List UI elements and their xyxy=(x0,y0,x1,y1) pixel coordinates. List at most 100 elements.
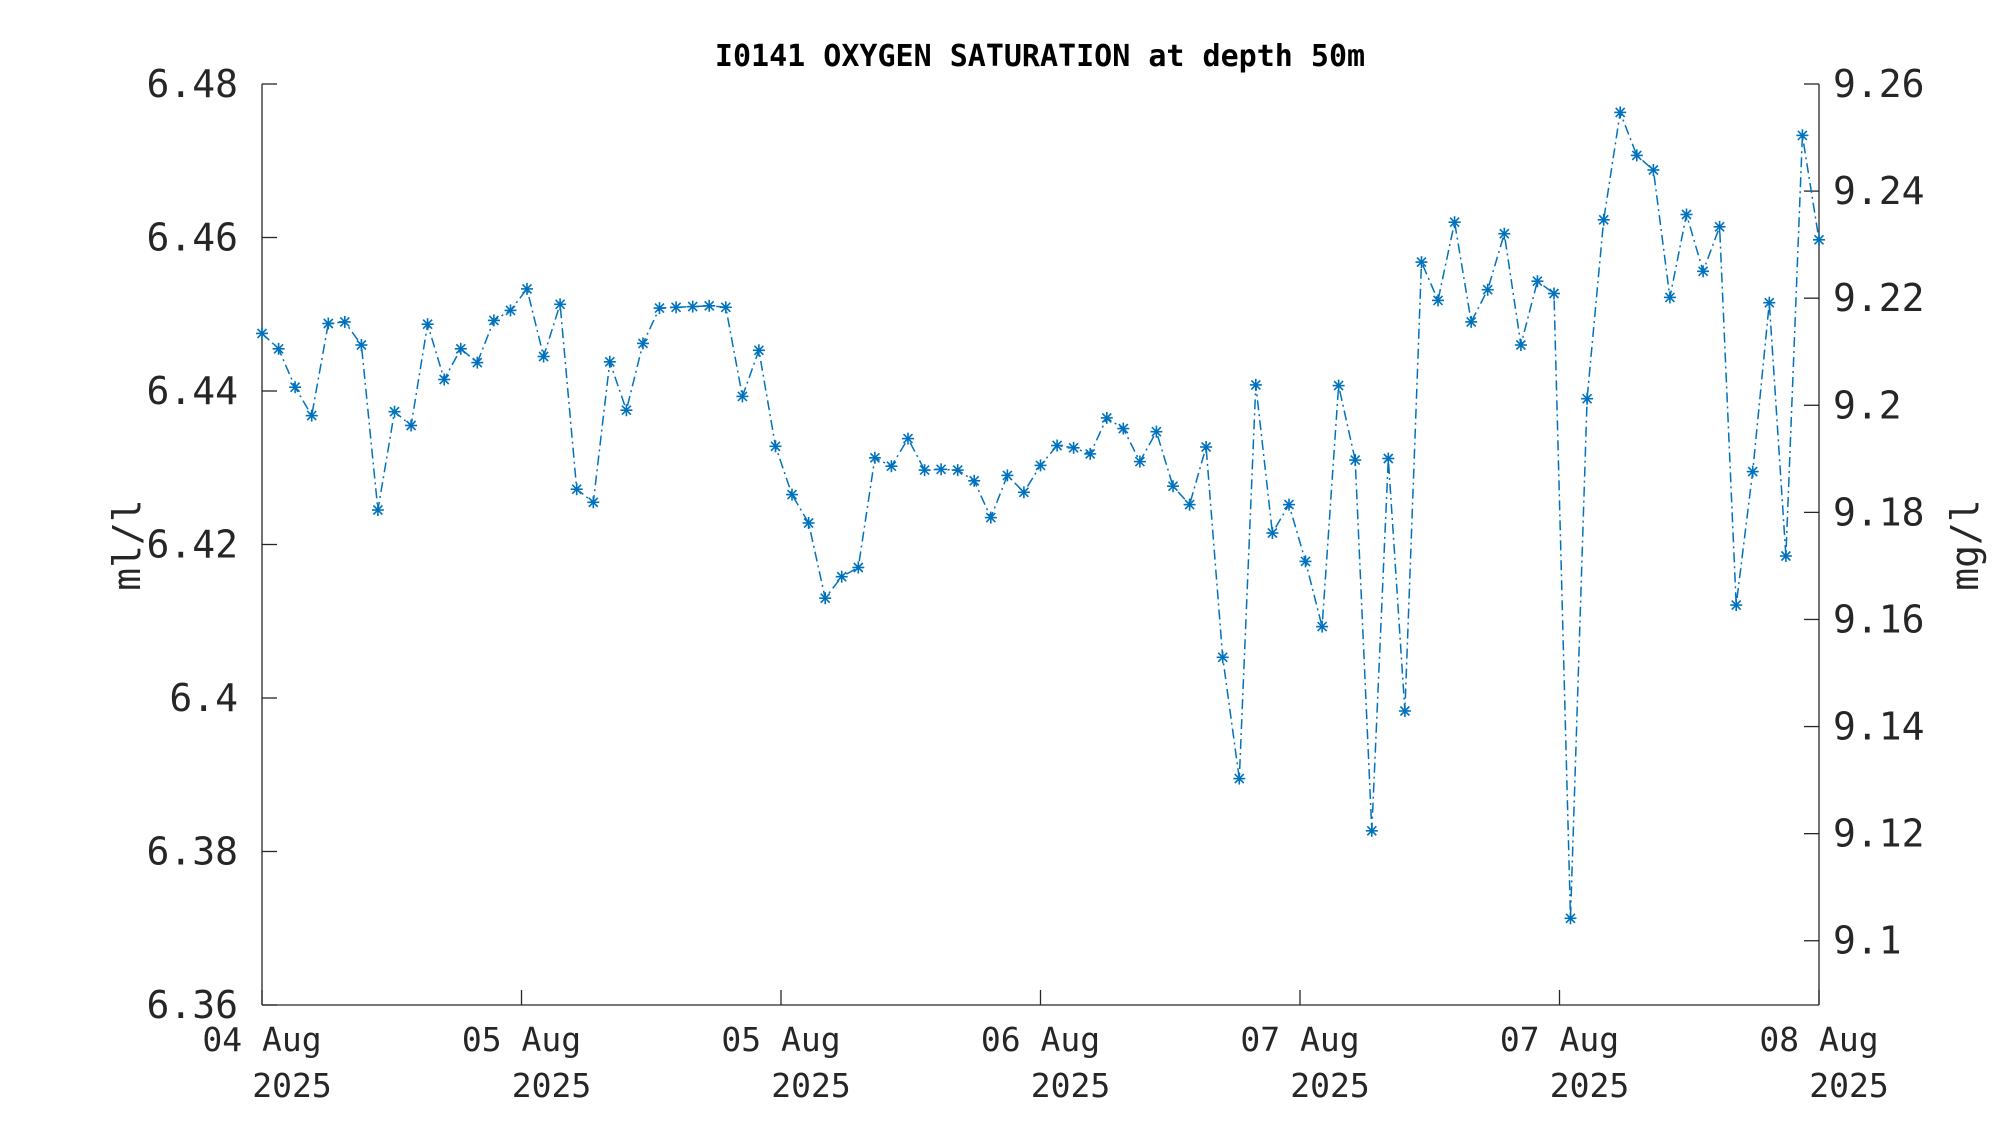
x-tick-label-date: 06 Aug xyxy=(981,1020,1100,1059)
data-point xyxy=(1084,447,1097,460)
x-tick-label-year: 2025 xyxy=(771,1066,850,1105)
data-point xyxy=(256,327,268,340)
data-point xyxy=(371,504,384,516)
data-point xyxy=(338,315,351,328)
x-tick-label-year: 2025 xyxy=(252,1066,331,1105)
x-tick-label-year: 2025 xyxy=(512,1066,591,1105)
data-point xyxy=(570,483,583,496)
data-point xyxy=(1183,498,1196,511)
data-point xyxy=(1614,106,1627,119)
right-y-tick-label: 9.1 xyxy=(1833,919,1902,963)
data-point xyxy=(736,390,749,403)
left-y-tick-label: 6.42 xyxy=(146,523,238,567)
x-tick-label-date: 07 Aug xyxy=(1500,1020,1619,1059)
data-point xyxy=(1448,216,1461,229)
data-point xyxy=(1167,480,1179,493)
data-point xyxy=(1034,459,1047,472)
data-point xyxy=(1680,208,1693,221)
data-point xyxy=(819,592,832,605)
data-point xyxy=(1647,164,1660,176)
data-point xyxy=(521,282,533,295)
data-point xyxy=(1564,912,1577,925)
data-point xyxy=(1200,441,1213,453)
right-y-tick-label: 9.16 xyxy=(1833,597,1925,641)
data-point xyxy=(1779,550,1792,562)
x-tick-label-year: 2025 xyxy=(1031,1066,1110,1105)
data-point xyxy=(454,342,467,355)
data-point xyxy=(835,570,848,583)
data-point xyxy=(1465,315,1478,328)
series-line xyxy=(261,109,1820,919)
data-point xyxy=(1531,275,1544,288)
data-point xyxy=(653,302,666,315)
x-tick-label-year: 2025 xyxy=(1550,1066,1629,1105)
x-ticks: 04 Aug 2025 05 Aug 2025 05 Aug 2025 06 Aug 2025… xyxy=(202,990,1889,1105)
data-point xyxy=(1051,439,1064,452)
left-y-tick-label: 6.46 xyxy=(146,216,238,260)
data-point xyxy=(686,300,699,313)
data-point xyxy=(1216,651,1229,664)
data-point xyxy=(1249,378,1262,391)
data-point xyxy=(1713,220,1726,233)
data-point xyxy=(1233,772,1246,785)
data-point xyxy=(1498,227,1511,240)
data-point xyxy=(355,339,368,351)
data-point xyxy=(1514,339,1527,351)
data-point xyxy=(935,463,948,476)
data-point xyxy=(752,344,765,357)
data-point xyxy=(769,440,782,453)
x-tick-label-date: 05 Aug xyxy=(462,1020,581,1059)
data-point xyxy=(1813,233,1825,246)
data-point xyxy=(1117,422,1130,435)
data-point xyxy=(1017,486,1030,499)
right-y-tick-label: 9.12 xyxy=(1833,812,1925,856)
data-point xyxy=(405,419,418,432)
data-point xyxy=(786,488,798,501)
data-point xyxy=(902,432,914,445)
data-point xyxy=(637,337,649,350)
data-point xyxy=(670,301,683,314)
data-point xyxy=(1415,256,1428,269)
x-tick-label-year: 2025 xyxy=(1290,1066,1369,1105)
left-y-tick-label: 6.38 xyxy=(146,830,238,874)
data-point xyxy=(1398,705,1411,717)
data-point xyxy=(1349,454,1362,467)
data-point xyxy=(1001,469,1014,482)
data-point xyxy=(421,318,434,331)
data-point xyxy=(1100,411,1113,424)
right-y-ticks: 9.1 9.12 9.14 9.16 9.18 9.2 9.22 9.24 9.26 xyxy=(1804,62,1925,963)
data-point xyxy=(1581,392,1594,405)
x-tick-label-year: 2025 xyxy=(1809,1066,1888,1105)
x-tick-label-date: 08 Aug xyxy=(1759,1020,1878,1059)
data-point xyxy=(868,451,881,464)
data-point xyxy=(487,314,500,327)
right-y-tick-label: 9.14 xyxy=(1833,705,1925,749)
x-tick-label-date: 04 Aug xyxy=(202,1020,321,1059)
data-point xyxy=(504,304,517,317)
data-point xyxy=(587,496,600,509)
data-point xyxy=(1067,441,1080,454)
data-point xyxy=(1548,287,1560,300)
data-point xyxy=(1481,283,1494,296)
right-y-axis-label: mg/l xyxy=(1943,499,1987,591)
right-y-tick-label: 9.24 xyxy=(1833,169,1925,213)
left-y-tick-label: 6.4 xyxy=(169,676,238,720)
data-point xyxy=(1730,599,1743,612)
data-point xyxy=(885,460,898,473)
data-point xyxy=(305,409,318,422)
data-point xyxy=(1796,129,1809,142)
data-point xyxy=(388,405,401,418)
data-point xyxy=(272,342,285,355)
data-point xyxy=(438,373,451,386)
data-point xyxy=(703,299,716,312)
right-y-tick-label: 9.22 xyxy=(1833,276,1925,320)
data-point xyxy=(984,511,997,524)
data-point xyxy=(471,356,484,369)
data-point xyxy=(1316,620,1329,633)
data-point xyxy=(289,381,302,394)
data-point xyxy=(1283,498,1295,511)
data-point xyxy=(1133,455,1146,468)
data-point xyxy=(322,317,335,330)
chart-title: I0141 OXYGEN SATURATION at depth 50m xyxy=(715,39,1365,74)
